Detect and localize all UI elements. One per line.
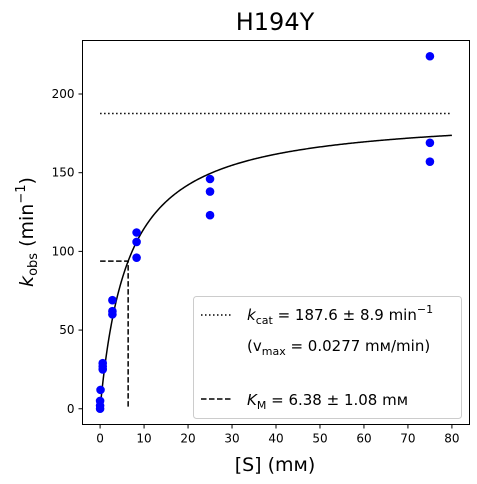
data-point [95, 396, 105, 406]
y-tick-label: 100 [52, 244, 75, 258]
x-tick-label: 10 [136, 432, 151, 446]
legend-frame [193, 296, 462, 419]
legend-vmax-entry: (vmax = 0.0277 mм/min) [247, 337, 430, 358]
axes-frame [82, 40, 470, 425]
x-tick-label: 60 [356, 432, 371, 446]
legend: kcat = 187.6 ± 8.9 min−1 (vmax = 0.0277 … [193, 296, 462, 419]
data-point [108, 295, 117, 305]
x-tick-label: 0 [96, 432, 104, 446]
y-axis-label: kobs (min−1) [14, 177, 41, 287]
x-tick-label: 30 [224, 432, 239, 446]
michaelis-menten-fit-curve [99, 134, 452, 409]
plot-area [95, 51, 452, 414]
data-point [205, 210, 215, 220]
y-tick-label: 200 [52, 87, 75, 101]
x-tick-label: 20 [180, 432, 195, 446]
data-point [98, 358, 108, 368]
axis-ticks: 0 10 20 30 40 50 60 70 80 0 50 100 150 200 [52, 87, 460, 445]
y-tick-label: 50 [59, 323, 74, 337]
x-axis-label: [S] (mм) [235, 454, 316, 476]
data-point [425, 138, 435, 148]
x-tick-label: 40 [268, 432, 283, 446]
x-tick-label: 50 [312, 432, 327, 446]
data-point [132, 237, 141, 247]
data-point [205, 174, 215, 184]
y-tick-label: 150 [52, 166, 75, 180]
data-point [132, 253, 141, 262]
y-tick-label: 0 [67, 402, 75, 416]
data-point [425, 157, 435, 166]
chart-title: H194Y [236, 8, 315, 36]
data-point [132, 228, 141, 237]
legend-kcat-entry: kcat = 187.6 ± 8.9 min−1 [247, 303, 433, 327]
data-point [96, 385, 105, 395]
data-point [205, 187, 215, 196]
data-point [108, 306, 117, 316]
x-tick-label: 70 [400, 432, 415, 446]
x-tick-label: 80 [444, 432, 459, 446]
legend-km-entry: KM = 6.38 ± 1.08 mм [247, 391, 408, 412]
data-point [425, 51, 435, 61]
